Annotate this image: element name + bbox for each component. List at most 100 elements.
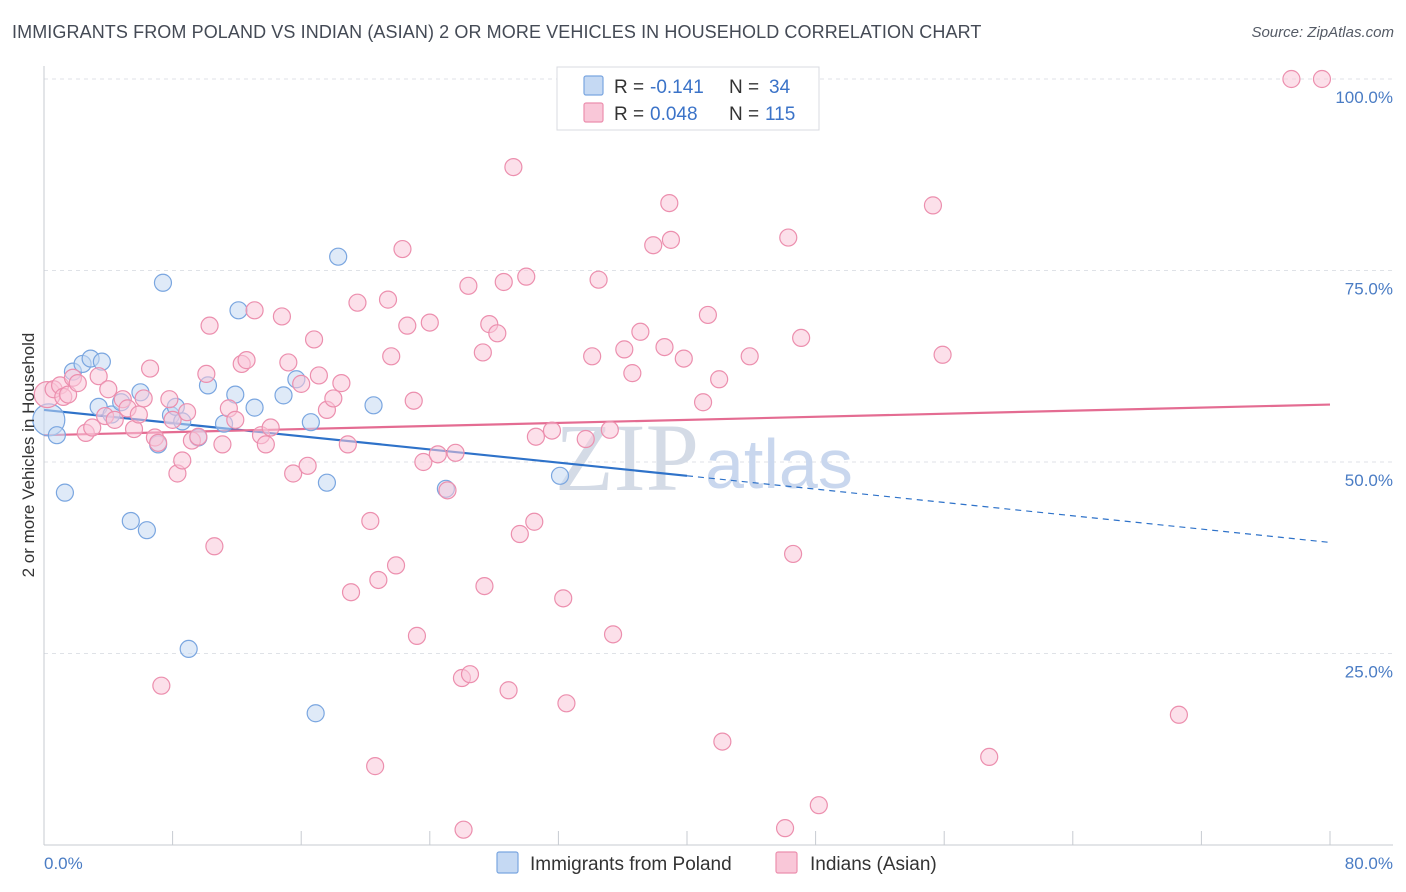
indian-point-61[interactable]	[398, 316, 417, 335]
indian-point-96[interactable]	[655, 338, 674, 357]
indian-point-21[interactable]	[152, 676, 171, 695]
indian-point-34[interactable]	[226, 410, 245, 429]
indian-point-106[interactable]	[779, 228, 798, 247]
poland-point-27[interactable]	[301, 413, 320, 432]
indian-point-41[interactable]	[272, 307, 292, 326]
indian-point-12[interactable]	[105, 410, 124, 429]
indian-point-77[interactable]	[494, 272, 513, 292]
indian-point-28[interactable]	[189, 427, 208, 446]
indian-point-113[interactable]	[1169, 705, 1188, 724]
indian-point-115[interactable]	[1312, 69, 1332, 89]
indian-point-95[interactable]	[644, 236, 663, 255]
indian-point-39[interactable]	[256, 435, 275, 454]
indian-point-84[interactable]	[542, 421, 562, 440]
indian-point-36[interactable]	[237, 351, 256, 370]
indian-point-66[interactable]	[428, 445, 447, 464]
indian-point-114[interactable]	[1282, 69, 1301, 89]
indian-point-65[interactable]	[420, 313, 439, 332]
indian-point-26[interactable]	[177, 403, 197, 422]
indian-point-68[interactable]	[446, 443, 465, 462]
indian-point-74[interactable]	[475, 576, 494, 596]
indian-point-52[interactable]	[341, 583, 361, 602]
poland-point-1[interactable]	[47, 426, 66, 445]
indian-point-11[interactable]	[99, 380, 118, 399]
indian-point-6[interactable]	[68, 374, 87, 393]
poland-point-28[interactable]	[306, 704, 325, 723]
poland-point-33[interactable]	[550, 466, 570, 485]
indian-point-49[interactable]	[324, 389, 343, 408]
indian-point-18[interactable]	[140, 359, 160, 378]
indian-point-46[interactable]	[304, 330, 324, 349]
poland-point-10[interactable]	[121, 511, 140, 531]
indian-point-102[interactable]	[710, 370, 729, 389]
indian-point-72[interactable]	[460, 665, 480, 684]
indian-point-25[interactable]	[173, 451, 192, 470]
indian-point-100[interactable]	[693, 393, 713, 412]
poland-point-30[interactable]	[329, 247, 348, 266]
indian-point-60[interactable]	[393, 239, 412, 259]
indian-point-101[interactable]	[698, 305, 717, 325]
indian-point-73[interactable]	[473, 343, 492, 362]
indian-point-91[interactable]	[603, 625, 623, 644]
indian-point-16[interactable]	[129, 405, 148, 424]
indian-point-29[interactable]	[197, 364, 216, 384]
indian-point-45[interactable]	[298, 456, 317, 475]
indian-point-103[interactable]	[713, 732, 732, 751]
poland-point-12[interactable]	[137, 521, 156, 540]
indian-point-59[interactable]	[386, 556, 406, 575]
indian-point-67[interactable]	[438, 481, 457, 500]
indian-point-90[interactable]	[600, 420, 619, 439]
indian-point-55[interactable]	[366, 757, 385, 776]
indian-point-111[interactable]	[933, 345, 952, 364]
indian-point-64[interactable]	[414, 452, 433, 472]
indian-point-53[interactable]	[348, 293, 367, 312]
bottom-legend-swatch-indian[interactable]	[775, 851, 798, 874]
indian-point-85[interactable]	[554, 589, 573, 608]
indian-point-93[interactable]	[623, 364, 642, 383]
indian-point-99[interactable]	[674, 349, 693, 368]
indian-point-54[interactable]	[361, 511, 380, 531]
indian-point-50[interactable]	[332, 374, 351, 393]
indian-point-76[interactable]	[488, 324, 507, 343]
bottom-legend-swatch-poland[interactable]	[496, 851, 519, 874]
poland-point-25[interactable]	[274, 386, 293, 405]
indian-point-94[interactable]	[631, 322, 650, 341]
indian-point-97[interactable]	[660, 193, 679, 213]
indian-point-88[interactable]	[583, 347, 602, 366]
indian-point-30[interactable]	[200, 316, 219, 335]
indian-point-105[interactable]	[775, 819, 795, 838]
indian-point-98[interactable]	[661, 230, 681, 249]
poland-point-24[interactable]	[245, 398, 264, 417]
bottom-legend-label-indian[interactable]: Indians (Asian)	[810, 854, 937, 875]
indian-point-71[interactable]	[459, 276, 478, 295]
indian-point-40[interactable]	[261, 418, 280, 437]
indian-point-86[interactable]	[557, 694, 576, 713]
indian-point-104[interactable]	[740, 347, 759, 366]
indian-point-20[interactable]	[149, 433, 168, 452]
indian-point-47[interactable]	[309, 366, 328, 385]
indian-point-89[interactable]	[589, 270, 608, 289]
indian-point-8[interactable]	[83, 418, 102, 437]
indian-point-32[interactable]	[213, 435, 232, 454]
indian-point-110[interactable]	[923, 196, 943, 215]
indian-point-58[interactable]	[382, 347, 401, 366]
indian-point-108[interactable]	[792, 328, 811, 348]
indian-point-83[interactable]	[526, 427, 545, 446]
poland-point-2[interactable]	[55, 483, 74, 502]
poland-point-18[interactable]	[179, 639, 198, 659]
indian-point-109[interactable]	[809, 796, 828, 815]
indian-point-107[interactable]	[783, 544, 803, 564]
indian-point-79[interactable]	[504, 157, 523, 177]
indian-point-62[interactable]	[404, 391, 423, 410]
indian-point-23[interactable]	[163, 410, 182, 429]
poland-point-31[interactable]	[364, 396, 383, 415]
bottom-legend-label-poland[interactable]: Immigrants from Poland	[530, 854, 732, 875]
indian-point-80[interactable]	[510, 524, 529, 544]
indian-point-17[interactable]	[134, 389, 153, 408]
indian-point-37[interactable]	[245, 301, 264, 320]
poland-point-29[interactable]	[317, 473, 337, 492]
indian-point-31[interactable]	[205, 537, 224, 556]
indian-point-44[interactable]	[292, 374, 311, 393]
indian-point-87[interactable]	[576, 429, 595, 449]
indian-point-57[interactable]	[378, 290, 398, 309]
